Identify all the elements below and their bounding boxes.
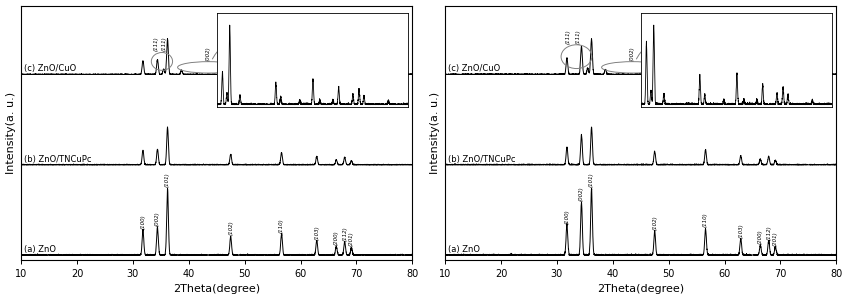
X-axis label: 2Theta(degree): 2Theta(degree) [173, 284, 260, 294]
X-axis label: 2Theta(degree): 2Theta(degree) [597, 284, 684, 294]
Text: (102): (102) [228, 220, 233, 235]
Text: (200): (200) [334, 230, 339, 245]
Y-axis label: Intensity(a. u.): Intensity(a. u.) [430, 92, 439, 174]
Text: (200): (200) [758, 230, 763, 244]
Text: (002): (002) [630, 46, 635, 61]
Text: (110): (110) [703, 213, 708, 227]
Text: (111): (111) [153, 36, 159, 51]
Text: (103): (103) [315, 225, 319, 240]
Text: (111): (111) [566, 29, 571, 44]
Text: (100): (100) [565, 209, 570, 224]
Text: (c) ZnO/CuO: (c) ZnO/CuO [448, 64, 500, 73]
Text: (103): (103) [739, 223, 743, 238]
Text: (c) ZnO/CuO: (c) ZnO/CuO [24, 64, 76, 73]
Text: (111): (111) [576, 29, 581, 44]
Text: (112): (112) [343, 226, 347, 241]
Text: (201): (201) [349, 232, 354, 246]
Y-axis label: Intensity(a. u.): Intensity(a. u.) [6, 92, 15, 174]
Text: (201): (201) [773, 231, 778, 246]
Text: (101): (101) [589, 172, 594, 188]
Text: (002): (002) [155, 211, 160, 226]
Text: (a) ZnO: (a) ZnO [24, 245, 56, 254]
Text: (002): (002) [579, 186, 584, 201]
Text: (101): (101) [165, 172, 170, 188]
Text: (110): (110) [279, 218, 284, 233]
Text: (b) ZnO/TNCuPc: (b) ZnO/TNCuPc [448, 154, 516, 164]
Text: (111): (111) [161, 36, 166, 51]
Text: (102): (102) [652, 215, 657, 230]
Text: (112): (112) [767, 225, 771, 240]
Text: (002): (002) [206, 46, 211, 61]
Text: (100): (100) [141, 214, 146, 229]
Text: (a) ZnO: (a) ZnO [448, 245, 480, 254]
Text: (b) ZnO/TNCuPc: (b) ZnO/TNCuPc [24, 154, 92, 164]
